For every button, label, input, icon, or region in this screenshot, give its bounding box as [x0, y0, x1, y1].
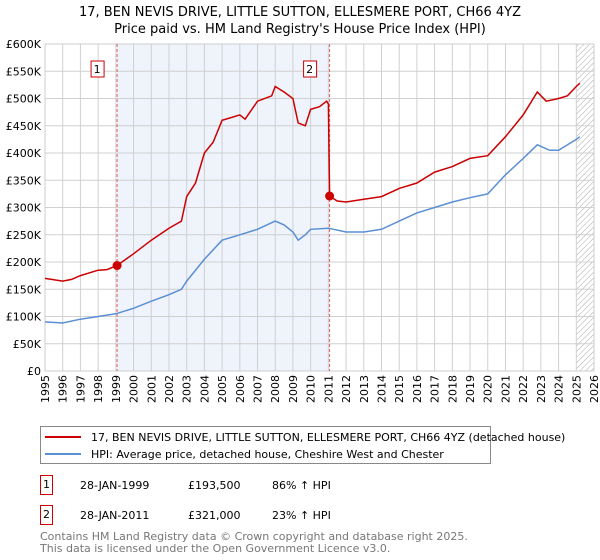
price: £321,000 — [188, 508, 241, 522]
y-tick-label: £450K — [6, 120, 42, 133]
chart-title: 17, BEN NEVIS DRIVE, LITTLE SUTTON, ELLE… — [0, 4, 600, 38]
x-tick-label: 2004 — [198, 375, 211, 403]
x-tick-label: 2021 — [499, 375, 512, 403]
hpi-line — [44, 136, 581, 324]
x-tick-label: 2026 — [588, 375, 600, 403]
marker-label: 1 — [94, 63, 101, 76]
title-line-1: 17, BEN NEVIS DRIVE, LITTLE SUTTON, ELLE… — [78, 5, 522, 20]
x-tick-label: 2011 — [322, 375, 335, 403]
x-tick-label: 2017 — [429, 375, 442, 403]
x-tick-label: 2000 — [128, 375, 141, 403]
x-tick-label: 2020 — [482, 375, 495, 403]
x-tick-label: 1998 — [92, 375, 105, 403]
y-tick-label: £100K — [6, 311, 42, 324]
x-tick-label: 2010 — [305, 375, 318, 403]
legend: 17, BEN NEVIS DRIVE, LITTLE SUTTON, ELLE… — [40, 426, 565, 464]
sale-point — [325, 191, 335, 201]
price: £193,500 — [188, 478, 241, 492]
footer: Contains HM Land Registry data © Crown c… — [40, 531, 468, 555]
x-tick-label: 1996 — [57, 375, 70, 403]
y-tick-label: £250K — [6, 229, 42, 242]
x-tick-label: 2023 — [535, 375, 548, 403]
legend-label: HPI: Average price, detached house, Ches… — [91, 447, 444, 461]
property-price-line — [44, 82, 581, 282]
y-tick-label: £200K — [6, 256, 42, 269]
y-tick-label: £300K — [6, 202, 42, 215]
x-tick-label: 2003 — [181, 375, 194, 403]
legend-swatch-red — [45, 436, 81, 438]
y-tick-label: £600K — [6, 38, 42, 51]
x-tick-label: 1995 — [39, 375, 52, 403]
x-tick-label: 2001 — [145, 375, 158, 403]
y-tick-label: £400K — [6, 147, 42, 160]
plot-frame — [44, 43, 595, 372]
x-tick-label: 2008 — [269, 375, 282, 403]
y-tick-label: £0 — [27, 365, 41, 378]
title-line-2: Price paid vs. HM Land Registry's House … — [114, 22, 486, 37]
x-tick-label: 2015 — [393, 375, 406, 403]
x-tick-label: 2002 — [163, 375, 176, 403]
legend-label: 17, BEN NEVIS DRIVE, LITTLE SUTTON, ELLE… — [91, 430, 566, 444]
x-tick-label: 2022 — [517, 375, 530, 403]
x-tick-label: 1997 — [74, 375, 87, 403]
legend-item-hpi: HPI: Average price, detached house, Ches… — [45, 446, 444, 462]
hpi-change: 23% ↑ HPI — [272, 508, 331, 522]
x-tick-label: 2006 — [234, 375, 247, 403]
legend-item-property: 17, BEN NEVIS DRIVE, LITTLE SUTTON, ELLE… — [45, 429, 565, 445]
x-tick-label: 2005 — [216, 375, 229, 403]
x-tick-label: 2012 — [340, 375, 353, 403]
hpi-change: 86% ↑ HPI — [272, 478, 331, 492]
footer-line-1: Contains HM Land Registry data © Crown c… — [40, 530, 468, 543]
x-tick-label: 2009 — [287, 375, 300, 403]
x-tick-label: 2025 — [570, 375, 583, 403]
footer-line-2: This data is licensed under the Open Gov… — [40, 542, 391, 555]
x-tick-label: 2024 — [553, 375, 566, 403]
price-chart: 1995 1996 1997 1998 1999 2000 2001 2002 2003 2004… — [6, 38, 600, 403]
y-tick-label: £550K — [6, 65, 42, 78]
x-tick-label: 2013 — [358, 375, 371, 403]
x-tick-label: 1999 — [110, 375, 123, 403]
y-tick-label: £50K — [13, 338, 42, 351]
y-tick-label: £500K — [6, 93, 42, 106]
x-tick-label: 2019 — [464, 375, 477, 403]
sale-point — [112, 261, 122, 271]
date: 28-JAN-1999 — [80, 478, 150, 492]
x-tick-label: 2014 — [375, 375, 388, 403]
marker-badge: 2 — [40, 505, 53, 525]
y-tick-label: £350K — [6, 174, 42, 187]
marker-box — [303, 60, 318, 78]
x-tick-label: 2007 — [252, 375, 265, 403]
marker-label: 2 — [306, 63, 313, 76]
legend-swatch-blue — [45, 453, 81, 455]
date: 28-JAN-2011 — [80, 508, 150, 522]
x-tick-label: 2016 — [411, 375, 424, 403]
x-tick-label: 2018 — [446, 375, 459, 403]
marker-box — [90, 60, 105, 78]
y-tick-label: £150K — [6, 283, 42, 296]
marker-badge: 1 — [40, 475, 53, 495]
